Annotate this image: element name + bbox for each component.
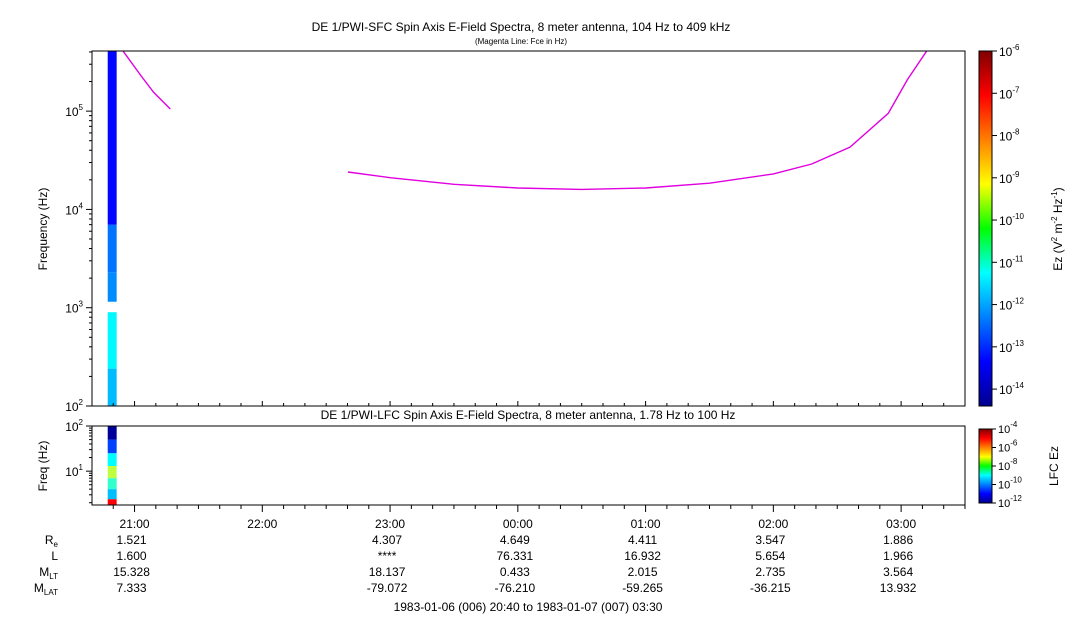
ephemeris-value: 76.331 [496, 549, 533, 563]
ephemeris-value: 4.307 [372, 533, 402, 547]
lfc-colorbar-tick-label: 10-4 [998, 420, 1018, 436]
sfc-spectrum-cell [107, 312, 117, 369]
ephemeris-row-label: MLT [39, 565, 58, 581]
sfc-colorbar-tick-label: 10-11 [999, 254, 1024, 270]
lfc-panel: 101 102 Freq (Hz) 21:00 22:00 23:00 00:00 01:… [36, 401, 966, 531]
time-tick-label: 23:00 [375, 517, 405, 531]
time-tick-label: 01:00 [631, 517, 661, 531]
ephemeris-value: -36.215 [750, 581, 791, 595]
lfc-colorbar-tick-label: 10-12 [998, 494, 1022, 510]
ephemeris-value: 1.600 [117, 549, 147, 563]
lfc-plot-frame [91, 425, 966, 506]
lfc-spectrogram [107, 426, 117, 505]
sfc-colorbar-tick-label: 10-10 [999, 212, 1024, 228]
sfc-y-tick-label: 105 [65, 103, 83, 119]
time-range: 1983-01-06 (006) 20:40 to 1983-01-07 (00… [394, 600, 663, 614]
ephemeris-value: 1.521 [117, 533, 147, 547]
time-tick-label: 02:00 [758, 517, 788, 531]
lfc-y-tick-label: 102 [65, 418, 83, 434]
ephemeris-value: -79.072 [367, 581, 408, 595]
sfc-colorbar-tick-label: 10-13 [999, 339, 1024, 355]
ephemeris-value: 3.564 [883, 565, 913, 579]
ephemeris-value: 0.433 [500, 565, 530, 579]
lfc-spectrum-cell [107, 466, 117, 479]
sfc-colorbar: 10-6 10-7 10-8 10-9 10-10 10-11 10-12 10-13 10-1… [978, 43, 1065, 407]
sfc-colorbar-tick-label: 10-8 [999, 128, 1020, 144]
sfc-panel: 102 103 104 105 Frequency (Hz) [36, 50, 966, 414]
lfc-title: DE 1/PWI-LFC Spin Axis E-Field Spectra, … [321, 408, 736, 422]
fce-line-segment [347, 50, 928, 191]
sfc-colorbar-ticks: 10-6 10-7 10-8 10-9 10-10 10-11 10-12 10-13 10-1… [992, 43, 1024, 397]
sfc-y-tick-label: 104 [65, 201, 83, 217]
sfc-y-tick-label: 103 [65, 300, 83, 316]
sfc-y-axis-label: Frequency (Hz) [36, 188, 50, 271]
ephemeris-row-label: MLAT [34, 581, 58, 597]
lfc-spectrum-cell [107, 426, 117, 440]
sfc-colorbar-tick-label: 10-9 [999, 170, 1020, 186]
ephemeris-value: 15.328 [113, 565, 150, 579]
ephemeris-value: 18.137 [369, 565, 406, 579]
sfc-spectrogram [107, 51, 117, 406]
lfc-spectrum-cell [107, 489, 117, 500]
sfc-fce-line [122, 50, 928, 191]
ephemeris-value: 16.932 [624, 549, 661, 563]
lfc-spectrum-cell [107, 499, 117, 505]
lfc-colorbar-gradient [978, 428, 993, 504]
lfc-colorbar: 10-4 10-6 10-8 10-10 10-12 LFC Ez [978, 420, 1061, 510]
lfc-spectrum-cell [107, 453, 117, 467]
sfc-plot-frame [91, 50, 966, 407]
time-tick-label: 00:00 [503, 517, 533, 531]
sfc-spectrum-cell [107, 368, 117, 406]
ephemeris-value: 7.333 [117, 581, 147, 595]
sfc-colorbar-tick-label: 10-6 [999, 43, 1020, 59]
sfc-spectrum-cell [107, 272, 117, 302]
sfc-spectrum-cell [107, 51, 117, 225]
sfc-colorbar-tick-label: 10-12 [999, 297, 1024, 313]
sfc-colorbar-tick-label: 10-7 [999, 85, 1020, 101]
ephemeris-value: **** [378, 549, 397, 563]
lfc-y-axis-label: Freq (Hz) [36, 441, 50, 492]
lfc-colorbar-tick-label: 10-6 [998, 439, 1018, 455]
sfc-colorbar-gradient [978, 50, 993, 407]
lfc-y-tick-label: 101 [65, 463, 83, 479]
chart-title: DE 1/PWI-SFC Spin Axis E-Field Spectra, … [312, 20, 731, 34]
ephemeris-row-label: Re [45, 533, 59, 549]
ephemeris-value: 1.966 [883, 549, 913, 563]
ephemeris-value: 2.735 [755, 565, 785, 579]
time-tick-label: 22:00 [247, 517, 277, 531]
chart-subtitle: (Magenta Line: Fce in Hz) [475, 37, 567, 46]
sfc-colorbar-tick-label: 10-14 [999, 381, 1024, 397]
ephemeris-value: -76.210 [494, 581, 535, 595]
sfc-y-tick-label: 102 [65, 398, 83, 414]
sfc-spectrum-cell [107, 224, 117, 273]
ephemeris-value: 1.886 [883, 533, 913, 547]
time-tick-label: 21:00 [120, 517, 150, 531]
ephemeris-value: 3.547 [755, 533, 785, 547]
time-tick-label: 03:00 [886, 517, 916, 531]
ephemeris-value: 13.932 [880, 581, 917, 595]
ephemeris-value: 2.015 [628, 565, 658, 579]
lfc-spectrum-cell [107, 478, 117, 490]
fce-line-segment [122, 50, 171, 110]
ephemeris-value: -59.265 [622, 581, 663, 595]
ephemeris-value: 4.649 [500, 533, 530, 547]
sfc-colorbar-label: Ez (V2 m-2 Hz-1) [1050, 187, 1065, 270]
lfc-colorbar-ticks: 10-4 10-6 10-8 10-10 10-12 [992, 420, 1022, 510]
lfc-colorbar-tick-label: 10-8 [998, 457, 1018, 473]
ephemeris-row-label: L [51, 549, 58, 563]
lfc-colorbar-tick-label: 10-10 [998, 476, 1022, 492]
lfc-colorbar-label: LFC Ez [1047, 446, 1061, 486]
ephemeris-value: 4.411 [628, 533, 657, 547]
lfc-y-ticks: 101 102 [65, 418, 92, 504]
lfc-spectrum-cell [107, 439, 117, 454]
ephemeris-value: 5.654 [755, 549, 785, 563]
time-axis-ticks: 21:00 22:00 23:00 00:00 01:00 02:00 03:00 [112, 401, 966, 531]
sfc-y-ticks: 102 103 104 105 [65, 51, 92, 414]
